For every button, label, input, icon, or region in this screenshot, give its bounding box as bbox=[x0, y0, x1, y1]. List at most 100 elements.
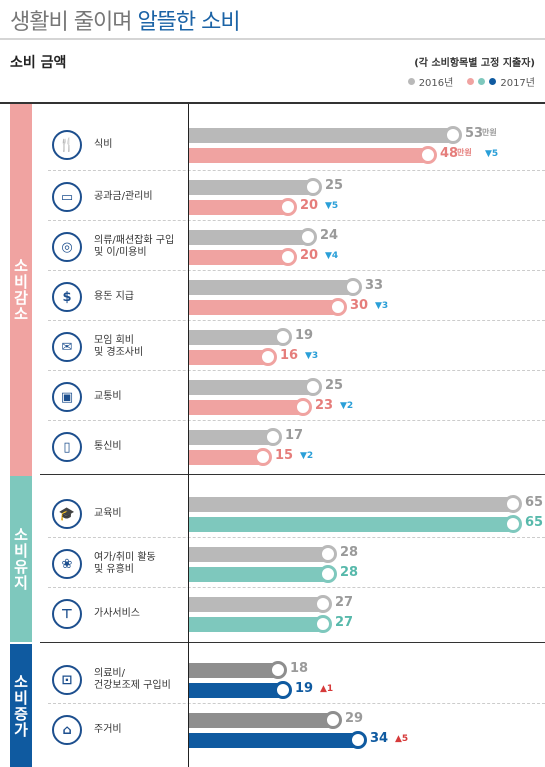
marker-2017-10 bbox=[314, 615, 332, 633]
category-label-line: 통신비 bbox=[94, 441, 122, 452]
bar-2017-4 bbox=[188, 300, 338, 315]
category-11: ⊡ 의료비/건강보조제 구입비 bbox=[52, 665, 171, 695]
value-label-2017-7: 15 bbox=[275, 448, 294, 463]
value-label-2016-5: 19 bbox=[295, 328, 314, 343]
category-6: ▣ 교통비 bbox=[52, 382, 122, 412]
marker-2016-6 bbox=[304, 378, 322, 396]
legend-dot-2016 bbox=[407, 78, 415, 85]
chart-note: (각 소비항목별 고정 지출자) bbox=[414, 58, 535, 69]
row-separator bbox=[48, 370, 545, 371]
legend-dot-decrease bbox=[467, 78, 475, 85]
marker-2017-4 bbox=[329, 298, 347, 316]
marker-2017-5 bbox=[259, 348, 277, 366]
change-label-2017-4: ▼3 bbox=[375, 301, 389, 311]
marker-2017-9 bbox=[319, 565, 337, 583]
value-label-2017-12: 34 bbox=[370, 731, 389, 746]
value-label-2016-3: 24 bbox=[320, 228, 339, 243]
category-label-line: 의료비/ bbox=[94, 668, 125, 679]
change-label-2017-11: ▲1 bbox=[320, 684, 334, 694]
value-label-2016-11: 18 bbox=[290, 661, 309, 676]
category-label-line: 의류/패션잡화 구입 bbox=[94, 235, 175, 246]
header-divider bbox=[0, 102, 545, 104]
marker-2017-1 bbox=[419, 146, 437, 164]
value-label-2016-9: 28 bbox=[340, 545, 359, 560]
category-1: 🍴 식비 bbox=[52, 130, 112, 160]
cash-icon: $ bbox=[52, 282, 82, 312]
category-label-line: 여가/취미 활동 bbox=[94, 552, 156, 563]
category-label-line: 교육비 bbox=[94, 508, 122, 519]
change-label-2017-12: ▲5 bbox=[395, 734, 409, 744]
legend-dot-increase bbox=[489, 78, 497, 85]
category-label-line: 용돈 지급 bbox=[94, 291, 134, 302]
value-label-2016-8: 65 bbox=[525, 495, 544, 510]
bar-2016-7 bbox=[188, 430, 273, 445]
category-label: 의료비/건강보조제 구입비 bbox=[94, 668, 171, 692]
marker-2016-9 bbox=[319, 545, 337, 563]
category-label: 식비 bbox=[94, 139, 112, 151]
row-separator bbox=[48, 170, 545, 171]
category-label: 교육비 bbox=[94, 508, 122, 520]
category-10: ⊤ 가사서비스 bbox=[52, 599, 140, 629]
category-5: ✉ 모임 회비 및 경조사비 bbox=[52, 332, 143, 362]
value-label-2016-12: 29 bbox=[345, 711, 364, 726]
group-label: 소비감소 bbox=[11, 258, 30, 322]
marker-2017-3 bbox=[279, 248, 297, 266]
category-label-line: 및 유흥비 bbox=[94, 564, 134, 575]
marker-2016-10 bbox=[314, 595, 332, 613]
marker-2017-7 bbox=[254, 448, 272, 466]
value-label-2017-3: 20 bbox=[300, 248, 319, 263]
category-label-line: 주거비 bbox=[94, 724, 122, 735]
title-part1: 생활비 줄이며 bbox=[10, 10, 132, 35]
unit-label-2017-1: 만원 bbox=[457, 148, 472, 157]
bar-2016-12 bbox=[188, 713, 333, 728]
marker-2016-4 bbox=[344, 278, 362, 296]
category-label: 가사서비스 bbox=[94, 608, 140, 620]
row-separator bbox=[48, 270, 545, 271]
value-label-2016-2: 25 bbox=[325, 178, 344, 193]
shell-icon: ❀ bbox=[52, 549, 82, 579]
bar-2017-10 bbox=[188, 617, 323, 632]
value-label-2017-10: 27 bbox=[335, 615, 354, 630]
bar-2016-3 bbox=[188, 230, 308, 245]
value-label-2017-2: 20 bbox=[300, 198, 319, 213]
group-label: 소비유지 bbox=[11, 527, 30, 591]
value-label-2016-10: 27 bbox=[335, 595, 354, 610]
legend-dot-maintain bbox=[478, 78, 486, 85]
graduation-cap-icon: 🎓 bbox=[52, 499, 82, 529]
title-part2: 알뜰한 소비 bbox=[137, 10, 240, 35]
bar-2016-4 bbox=[188, 280, 353, 295]
change-label-2017-7: ▼2 bbox=[300, 451, 314, 461]
row-separator bbox=[48, 537, 545, 538]
category-label-line: 식비 bbox=[94, 139, 113, 150]
marker-2017-12 bbox=[349, 731, 367, 749]
value-label-2017-8: 65 bbox=[525, 515, 544, 530]
marker-2017-6 bbox=[294, 398, 312, 416]
ring-icon: ◎ bbox=[52, 232, 82, 262]
category-label-line: 및 경조사비 bbox=[94, 347, 144, 358]
unit-label-2016-1: 만원 bbox=[482, 128, 497, 137]
group-separator bbox=[40, 474, 545, 475]
bar-2017-5 bbox=[188, 350, 268, 365]
row-separator bbox=[48, 220, 545, 221]
category-label-line: 건강보조제 구입비 bbox=[94, 680, 171, 691]
bar-2016-5 bbox=[188, 330, 283, 345]
bar-2017-1 bbox=[188, 148, 428, 163]
bar-2016-6 bbox=[188, 380, 313, 395]
house-icon: ⌂ bbox=[52, 715, 82, 745]
change-label-2017-6: ▼2 bbox=[340, 401, 354, 411]
bar-2017-2 bbox=[188, 200, 288, 215]
category-label-line: 모임 회비 bbox=[94, 335, 134, 346]
bar-2017-11 bbox=[188, 683, 283, 698]
group-separator bbox=[40, 642, 545, 643]
category-label: 통신비 bbox=[94, 441, 122, 453]
message-icon: ✉ bbox=[52, 332, 82, 362]
category-label: 의류/패션잡화 구입 및 이/미용비 bbox=[94, 235, 174, 259]
change-label-2017-5: ▼3 bbox=[305, 351, 319, 361]
group-band-1: 소비감소 bbox=[10, 104, 32, 476]
marker-2016-1 bbox=[444, 126, 462, 144]
bar-2017-6 bbox=[188, 400, 303, 415]
value-label-2017-1: 48 bbox=[440, 146, 459, 161]
fork-knife-icon: 🍴 bbox=[52, 130, 82, 160]
bar-2017-8 bbox=[188, 517, 513, 532]
bar-2016-1 bbox=[188, 128, 453, 143]
